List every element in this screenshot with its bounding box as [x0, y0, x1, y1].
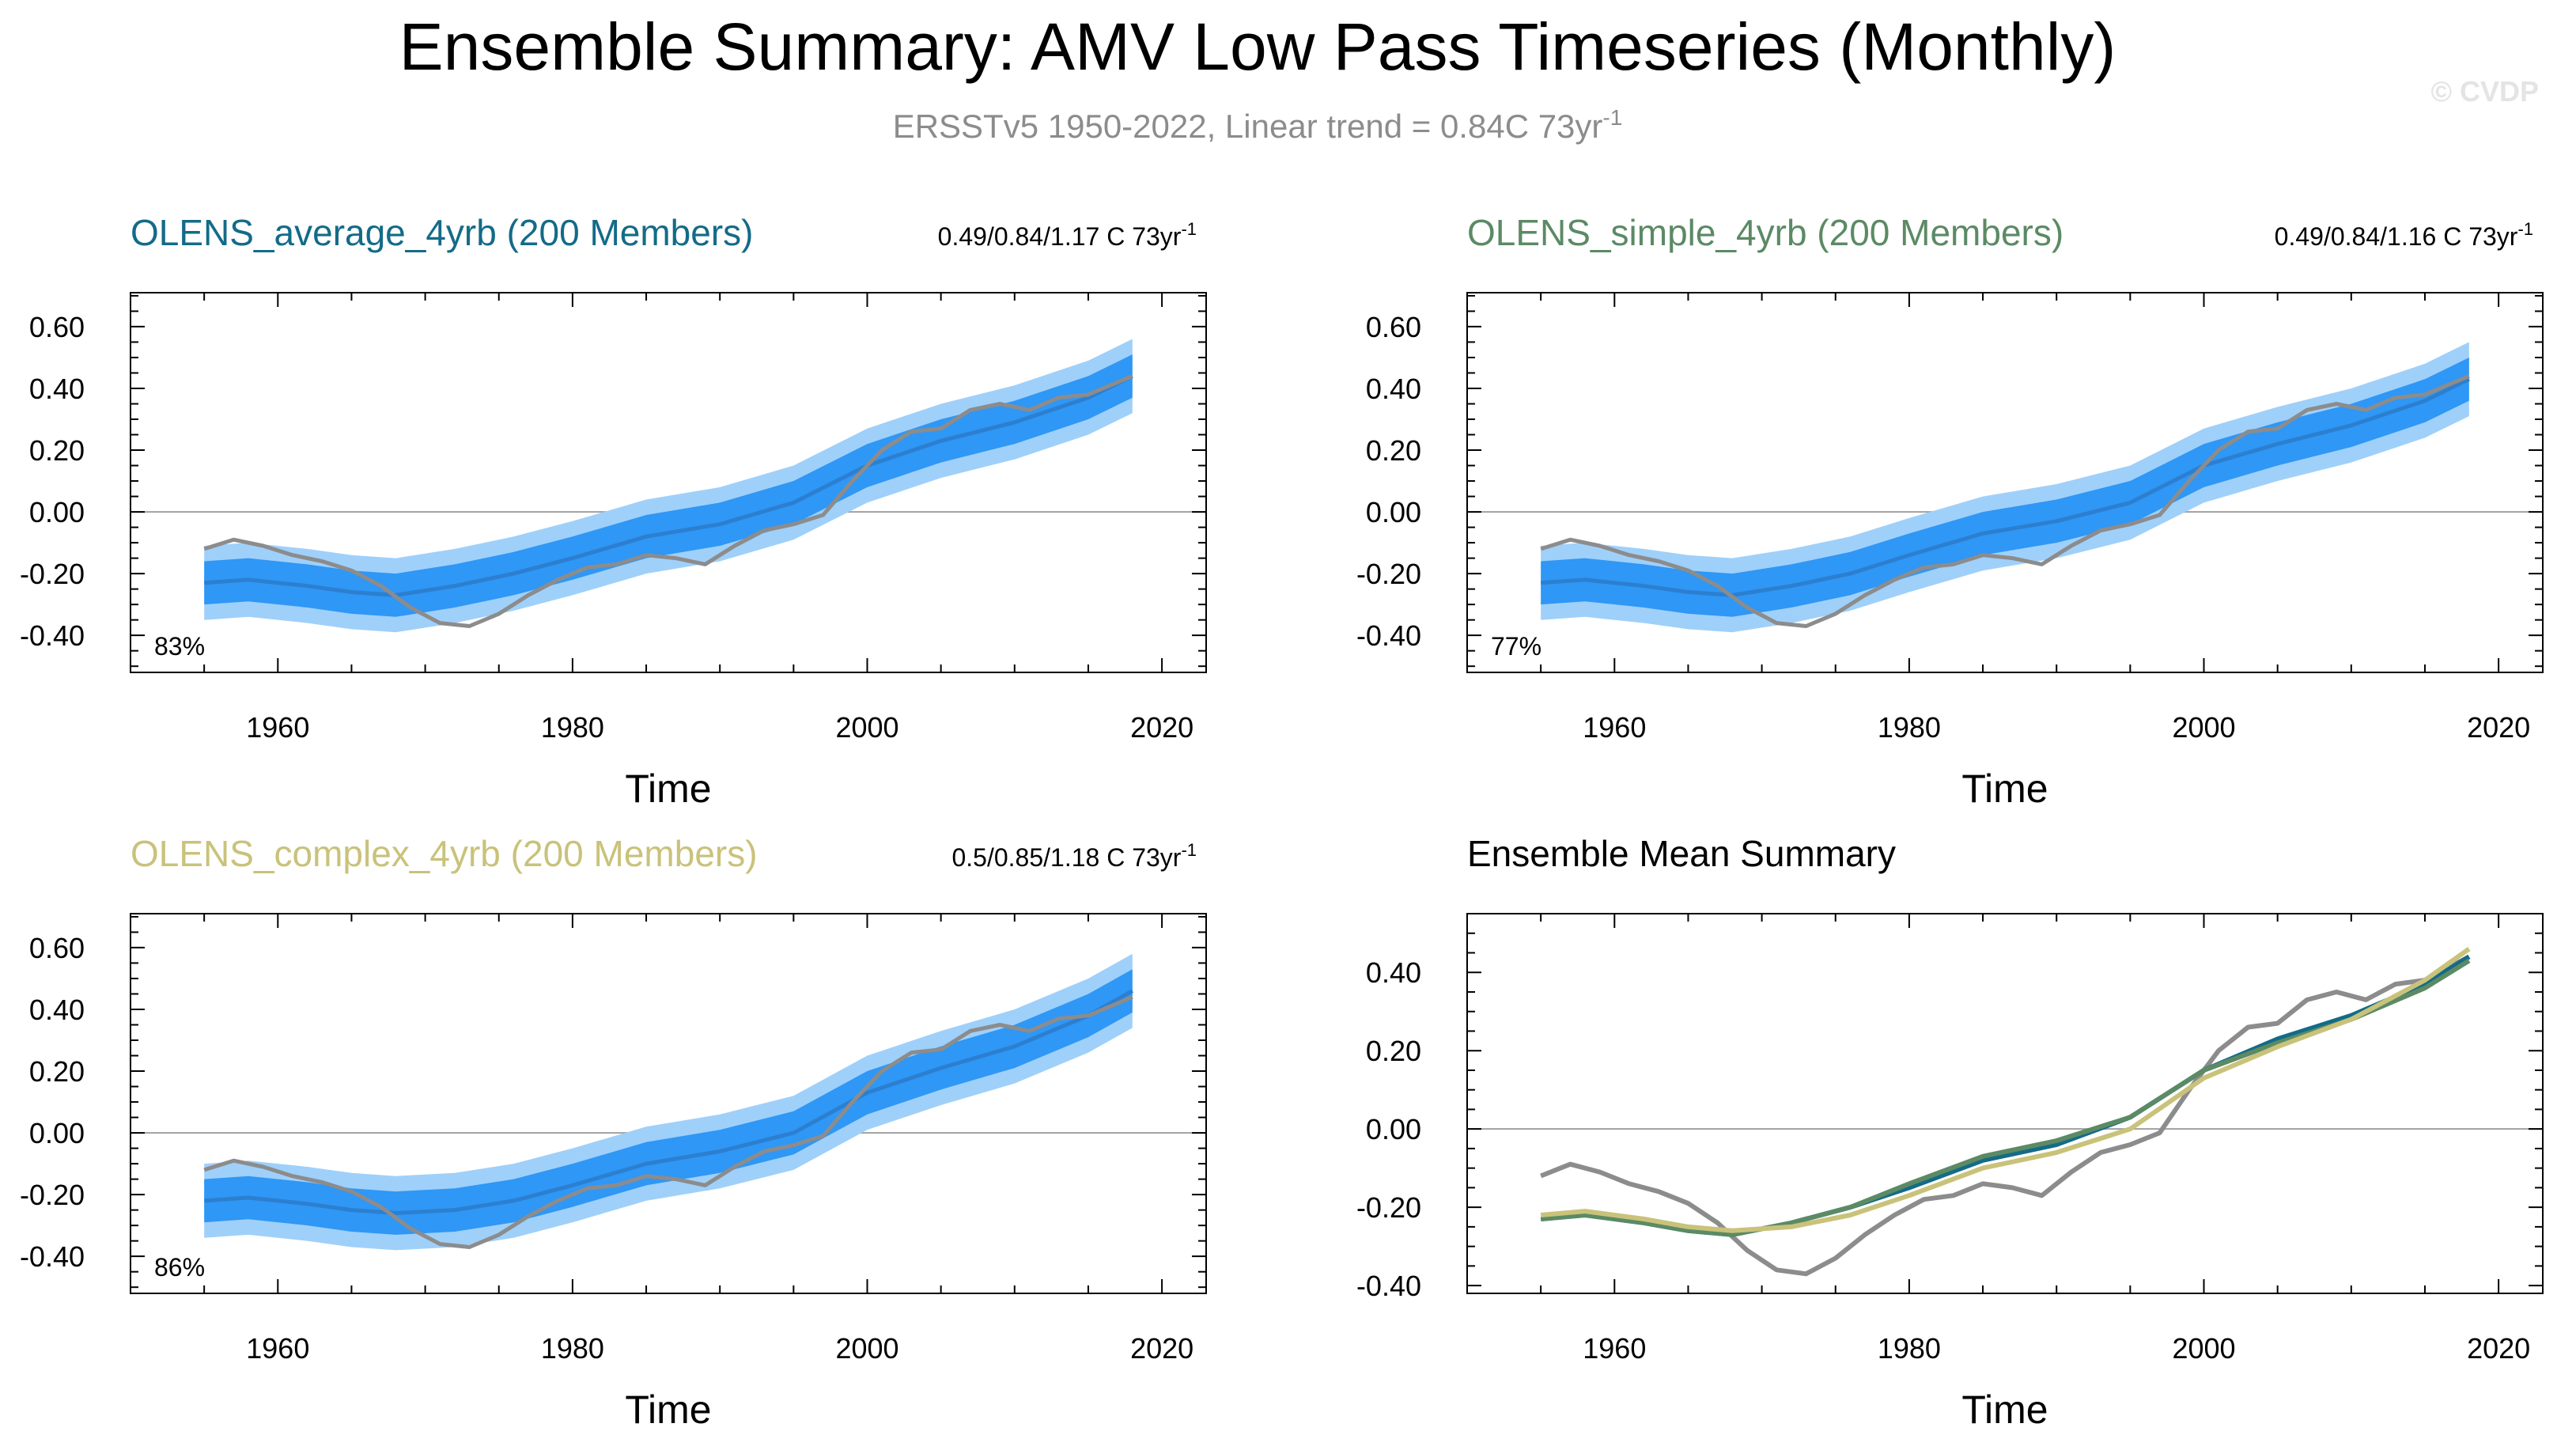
- trend-label-main: 0.49/0.84/1.16 C 73yr: [2275, 222, 2518, 251]
- plot-frame: [1466, 292, 2544, 673]
- panel-2: OLENS_simple_4yrb (200 Members) 0.49/0.84…: [1356, 212, 2544, 811]
- x-axis-label: Time: [625, 767, 711, 811]
- y-tick-label: -0.40: [20, 619, 85, 652]
- plot-frame: [130, 913, 1207, 1294]
- plot-frame: [1466, 913, 2544, 1294]
- y-tick-label: -0.20: [20, 558, 85, 590]
- panel-title: OLENS_simple_4yrb (200 Members): [1467, 212, 2063, 253]
- y-tick-label: 0.00: [1366, 1113, 1421, 1145]
- percent-label: 86%: [154, 1253, 205, 1282]
- x-tick-label: 1960: [246, 1332, 309, 1365]
- y-tick-label: 0.20: [1366, 434, 1421, 467]
- band-outer: [204, 953, 1133, 1251]
- y-tick-label: 0.00: [1366, 496, 1421, 528]
- trend-label-sup: -1: [1181, 219, 1197, 239]
- y-tick-label: -0.20: [20, 1179, 85, 1211]
- trend-label-sup: -1: [2517, 219, 2533, 239]
- x-tick-label: 1960: [1583, 711, 1646, 744]
- obs-line: [203, 374, 1133, 628]
- y-tick-label: 0.20: [29, 1055, 85, 1088]
- series-line-complex: [1540, 947, 2471, 1233]
- x-tick-label: 1980: [1878, 711, 1941, 744]
- x-tick-label: 1960: [1583, 1332, 1646, 1365]
- subtitle-main: ERSSTv5 1950-2022, Linear trend = 0.84C …: [893, 108, 1603, 145]
- x-axis-label: Time: [1961, 1388, 2048, 1432]
- y-tick-label: 0.20: [1366, 1035, 1421, 1067]
- x-tick-label: 2000: [2172, 1332, 2235, 1365]
- watermark: © CVDP: [2430, 75, 2539, 108]
- trend-label: 0.5/0.85/1.18 C 73yr-1: [951, 840, 1197, 872]
- obs-line: [1540, 374, 2470, 628]
- x-tick-label: 2020: [1130, 1332, 1193, 1365]
- ensemble-mean-line: [204, 989, 1134, 1215]
- y-tick-label: 0.00: [29, 1117, 85, 1149]
- y-tick-label: -0.40: [1356, 619, 1421, 652]
- percent-label: 77%: [1491, 632, 1541, 661]
- obs-line: [203, 995, 1133, 1249]
- y-tick-label: 0.20: [29, 434, 85, 467]
- panel-title: Ensemble Mean Summary: [1467, 833, 1896, 874]
- x-tick-label: 2020: [2467, 711, 2530, 744]
- trend-label: 0.49/0.84/1.16 C 73yr-1: [2275, 219, 2533, 251]
- panel-3: OLENS_complex_4yrb (200 Members) 0.5/0.85…: [20, 833, 1207, 1432]
- y-tick-label: 0.60: [29, 311, 85, 343]
- y-tick-label: -0.20: [1356, 558, 1421, 590]
- y-tick-label: 0.40: [1366, 956, 1421, 989]
- trend-label: 0.49/0.84/1.17 C 73yr-1: [938, 219, 1197, 251]
- band-outer: [204, 339, 1133, 633]
- y-tick-label: -0.40: [20, 1240, 85, 1273]
- panel-4: Ensemble Mean Summary -0.40 -0.20 0.00 0.20 0…: [1356, 833, 2544, 1432]
- y-tick-label: 0.40: [29, 994, 85, 1026]
- trend-label-main: 0.49/0.84/1.17 C 73yr: [938, 222, 1182, 251]
- x-tick-label: 1980: [541, 711, 604, 744]
- plot-frame: [130, 292, 1207, 673]
- subtitle-sup: -1: [1602, 105, 1622, 130]
- series-line-simple: [1540, 958, 2471, 1237]
- x-axis-label: Time: [625, 1388, 711, 1432]
- ensemble-mean-line: [204, 374, 1133, 597]
- y-tick-label: -0.20: [1356, 1191, 1421, 1224]
- y-tick-label: 0.40: [1366, 373, 1421, 405]
- panel-1: OLENS_average_4yrb (200 Members) 0.49/0.8…: [20, 212, 1207, 811]
- panel-title: OLENS_average_4yrb (200 Members): [131, 212, 753, 253]
- y-tick-label: 0.00: [29, 496, 85, 528]
- y-tick-label: 0.60: [29, 932, 85, 964]
- x-tick-label: 1980: [1878, 1332, 1941, 1365]
- ensemble-mean-line: [1541, 377, 2470, 597]
- x-tick-label: 2000: [2172, 711, 2235, 744]
- band-inner: [204, 354, 1133, 617]
- band-inner: [1541, 358, 2469, 617]
- y-tick-label: -0.40: [1356, 1270, 1421, 1302]
- x-tick-label: 1960: [246, 711, 309, 744]
- series-line-average: [1540, 954, 2471, 1237]
- percent-label: 83%: [154, 632, 205, 661]
- x-tick-label: 2000: [835, 711, 898, 744]
- trend-label-sup: -1: [1181, 840, 1197, 860]
- band-inner: [204, 969, 1133, 1235]
- x-tick-label: 2020: [2467, 1332, 2530, 1365]
- x-tick-label: 2000: [835, 1332, 898, 1365]
- figure-subtitle: ERSSTv5 1950-2022, Linear trend = 0.84C …: [893, 105, 1623, 145]
- x-tick-label: 1980: [541, 1332, 604, 1365]
- series-line-obs: [1540, 954, 2471, 1277]
- trend-label-main: 0.5/0.85/1.18 C 73yr: [951, 843, 1181, 872]
- x-axis-label: Time: [1961, 767, 2048, 811]
- y-tick-label: 0.60: [1366, 311, 1421, 343]
- x-tick-label: 2020: [1130, 711, 1193, 744]
- y-tick-label: 0.40: [29, 373, 85, 405]
- panel-title: OLENS_complex_4yrb (200 Members): [131, 833, 758, 874]
- band-outer: [1541, 342, 2469, 633]
- figure-title: Ensemble Summary: AMV Low Pass Timeserie…: [399, 9, 2116, 84]
